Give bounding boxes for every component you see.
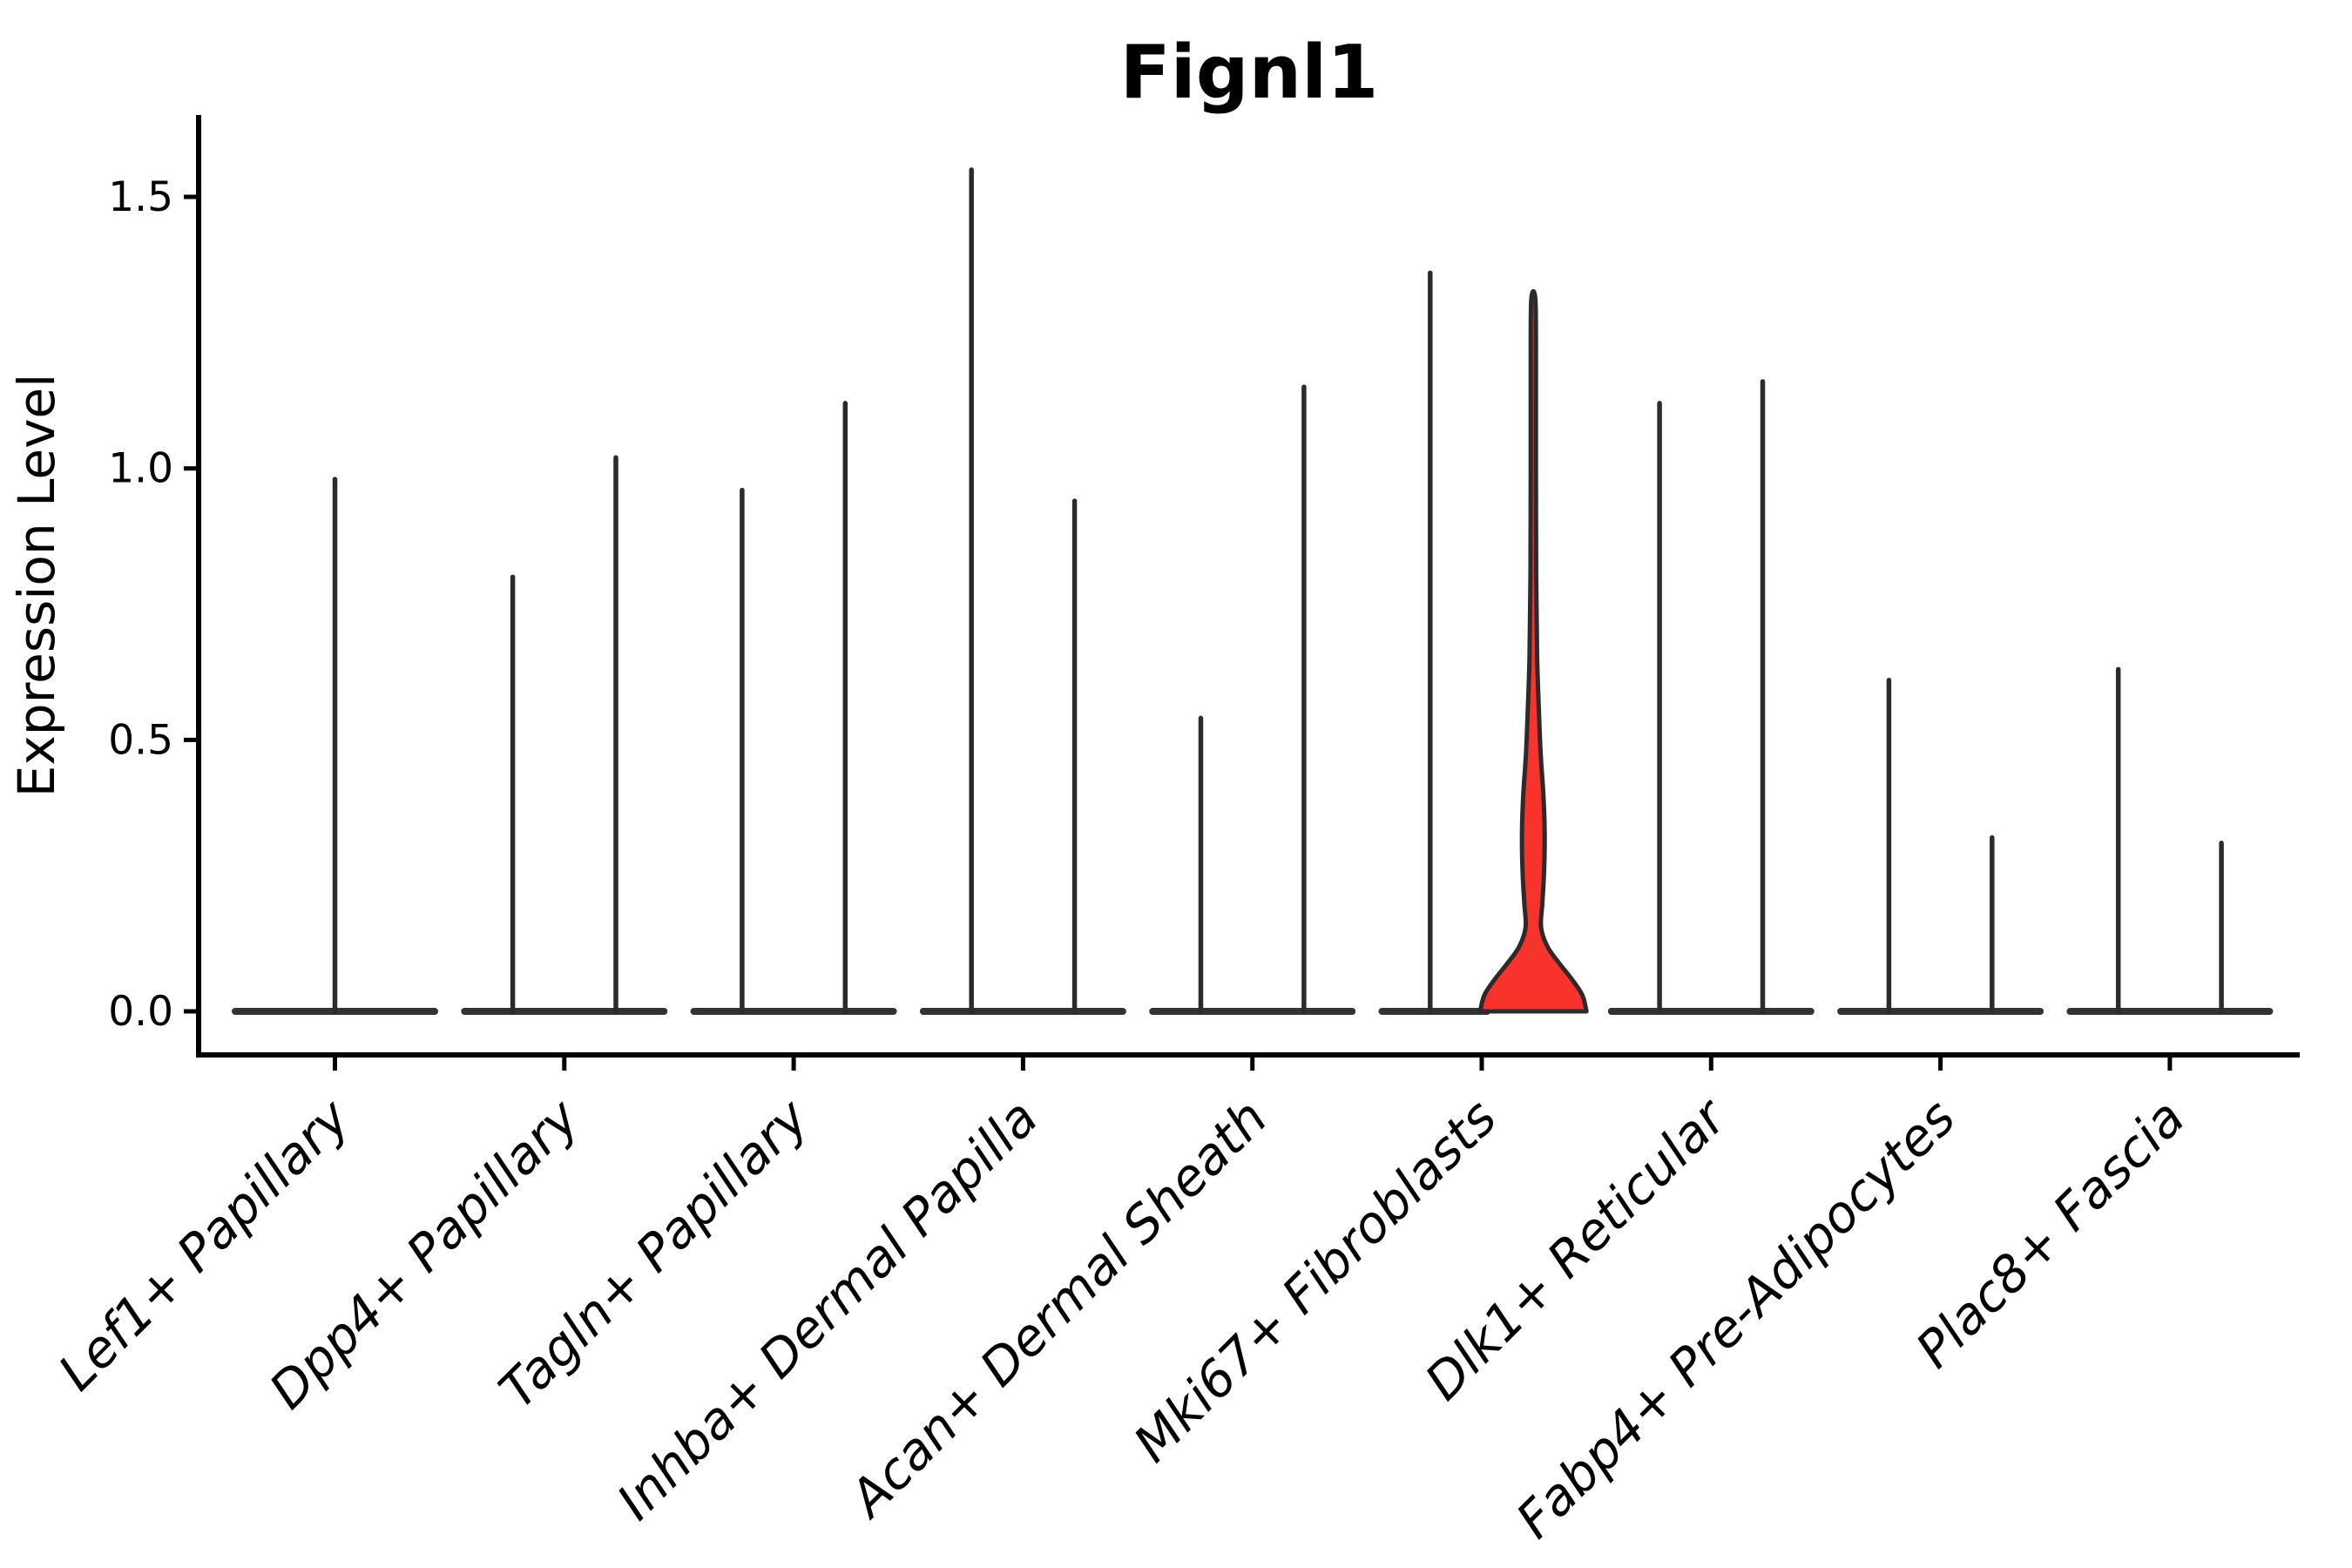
chart-title: Fignl1 (1120, 30, 1379, 116)
violins-group (232, 167, 2274, 1015)
y-axis-label: Expression Level (7, 374, 66, 797)
highlighted-violin (1477, 288, 1589, 1014)
violin-base-bar (461, 1008, 668, 1015)
violin-base-bar (690, 1008, 897, 1015)
x-tick-label: Inhba+ Dermal Papilla (605, 1088, 1049, 1531)
violin-base-bar (1607, 1008, 1815, 1015)
axes-spines (196, 115, 2300, 1058)
x-tick-label: Fabp4+ Pre-Adipocytes (1504, 1088, 1966, 1550)
x-tick-label: Acan+ Dermal Sheath (836, 1088, 1279, 1531)
y-tick-label: 1.0 (108, 445, 173, 493)
violin-base-bar (1837, 1008, 2044, 1015)
violin-base-bar (2066, 1008, 2274, 1015)
y-axis: 0.0 0.5 1.0 1.5 (108, 173, 199, 1036)
y-tick-label: 0.5 (108, 716, 173, 764)
y-tick-label: 1.5 (108, 173, 173, 221)
violin-base-bar (1149, 1008, 1356, 1015)
y-tick-label: 0.0 (108, 988, 173, 1036)
violin-base-bar (1378, 1008, 1490, 1015)
violin-base-bar (919, 1008, 1126, 1015)
